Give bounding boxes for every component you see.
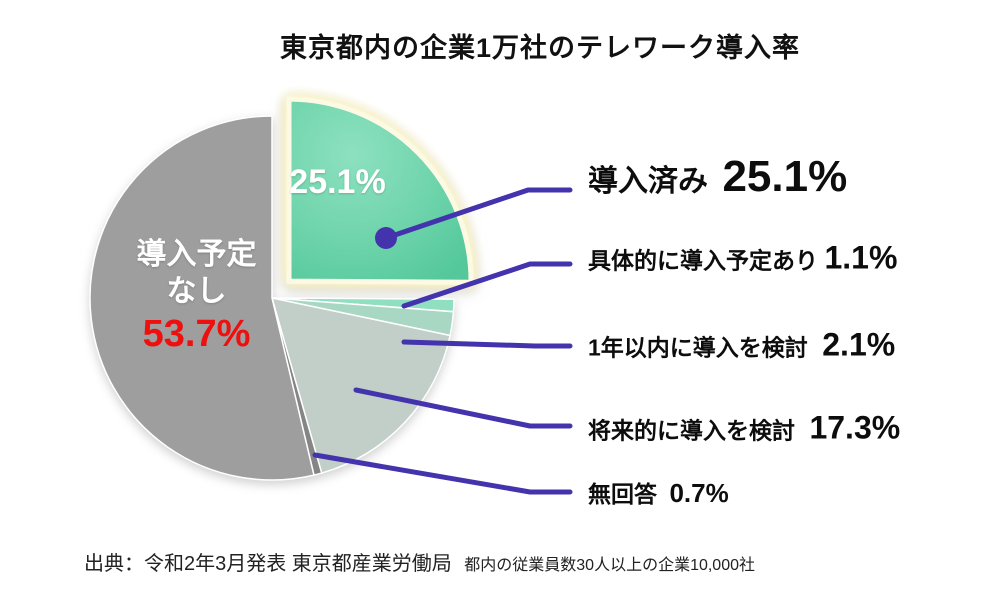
legend-value: 1.1% xyxy=(824,239,898,276)
legend-value: 17.3% xyxy=(809,409,901,446)
pie-inner-no-plan-line2: なし xyxy=(166,275,227,308)
legend-item-planned: 具体的に導入予定あり 1.1% xyxy=(588,240,897,277)
pie-slices-group xyxy=(89,96,474,481)
pie-slice-5 xyxy=(89,115,315,481)
legend-value: 0.7% xyxy=(669,478,729,508)
connector-within-1year xyxy=(401,339,573,349)
legend-value: 25.1% xyxy=(722,152,848,201)
legend-label: 無回答 xyxy=(588,481,657,507)
connector-dot xyxy=(375,227,397,249)
legend-item-future: 将来的に導入を検討 17.3% xyxy=(588,410,900,447)
connector-future xyxy=(353,387,573,429)
pie-inner-no-plan-label: 導入予定 なし 53.7% xyxy=(104,236,289,353)
legend-label: 将来的に導入を検討 xyxy=(588,417,795,444)
legend-label: 1年以内に導入を検討 xyxy=(588,334,808,361)
connector-lines-group xyxy=(312,187,573,495)
legend-item-no-answer: 無回答 0.7% xyxy=(588,475,729,509)
legend-item-within-1year: 1年以内に導入を検討 2.1% xyxy=(588,327,895,364)
connector-introduced xyxy=(383,187,573,241)
pie-slice-0 xyxy=(286,96,474,285)
legend-value: 2.1% xyxy=(822,326,896,363)
page-title: 東京都内の企業1万社のテレワーク導入率 xyxy=(279,33,800,63)
legend-label: 具体的に導入予定あり xyxy=(588,247,818,274)
pie-inner-introduced-pct: 25.1% xyxy=(289,163,386,201)
connector-no-answer xyxy=(312,452,573,495)
source-sub-text: 都内の従業員数30人以上の企業10,000社 xyxy=(464,557,756,574)
connector-planned xyxy=(401,261,573,309)
legend-item-introduced: 導入済み 25.1% xyxy=(588,152,847,202)
legend-label: 導入済み xyxy=(588,165,708,198)
source-main-text: 出典：令和2年3月発表 東京都産業労働局 xyxy=(84,553,452,575)
pie-inner-no-plan-pct: 53.7% xyxy=(142,313,251,355)
source-note: 出典：令和2年3月発表 東京都産業労働局 都内の従業員数30人以上の企業10,0… xyxy=(84,547,755,576)
pie-inner-no-plan-line1: 導入予定 xyxy=(136,238,257,271)
